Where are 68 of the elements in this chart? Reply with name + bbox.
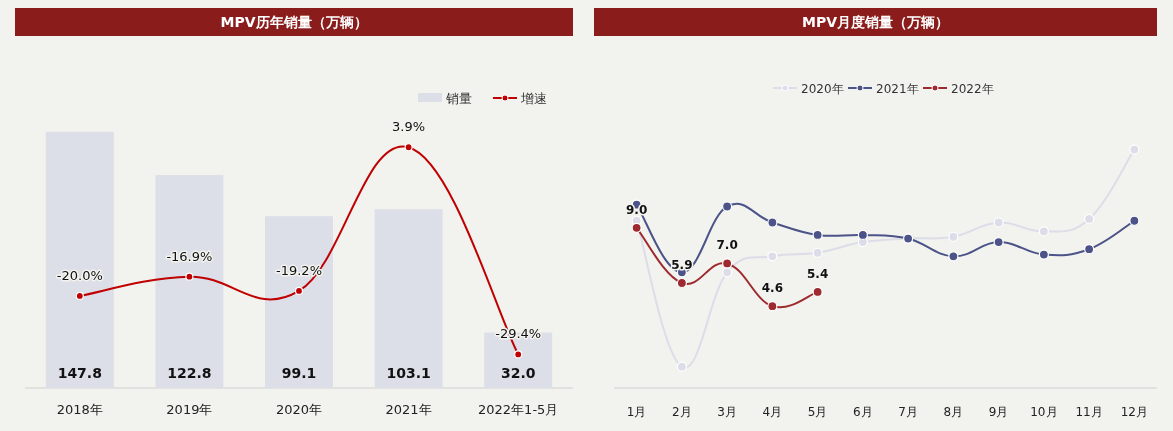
point [514,350,523,359]
x-tick-label: 2019年 [166,402,213,417]
x-tick-label: 9月 [988,405,1009,419]
x-tick-label: 8月 [943,405,964,419]
x-tick-label: 2020年 [275,402,323,417]
legend-label: 2022年 [951,82,994,96]
x-tick-label: 2021年 [385,402,432,417]
x-tick-label: 4月 [762,405,783,419]
data-label: 147.8 [57,365,102,381]
bar [155,175,224,388]
x-tick-label: 3月 [717,405,737,419]
data-label: 103.1 [386,365,431,381]
point [948,231,959,242]
x-tick-label: 2月 [672,405,692,419]
data-label: 122.8 [167,365,212,381]
point [722,267,733,278]
x-tick-label: 1月 [626,405,647,419]
data-label: -16.9% [166,248,213,264]
x-tick-label: 2018年 [56,402,103,417]
point [1038,249,1049,260]
point [1129,215,1140,226]
chart-title: MPV月度销量（万辆） [801,14,950,30]
point [767,251,778,262]
data-label: 5.9 [671,258,693,273]
data-label: 5.4 [806,266,829,281]
point [676,277,687,289]
point [722,201,733,212]
legend-label: 增速 [520,91,547,106]
point [631,222,642,233]
point [1038,226,1049,237]
point [767,301,778,312]
point [948,251,959,262]
data-label: 3.9% [392,119,426,135]
point [993,217,1004,228]
legend-label: 2021年 [876,82,919,96]
data-label: 32.0 [500,365,536,381]
point [993,236,1004,248]
point [857,229,868,241]
x-tick-label: 2022年1-5月 [478,402,559,417]
legend-label: 销量 [445,91,472,106]
point [1084,244,1095,255]
point [676,361,687,372]
data-label: 4.6 [761,281,784,296]
legend-label: 2020年 [801,82,844,96]
x-tick-label: 10月 [1030,405,1058,419]
x-tick-label: 12月 [1120,405,1149,419]
point [404,143,413,152]
point [1129,144,1140,155]
data-label: -20.0% [56,267,103,283]
point [1084,213,1095,225]
x-tick-label: 6月 [853,405,873,419]
point [767,217,778,228]
bar [265,216,333,388]
point [185,272,194,281]
point [812,247,823,258]
point [294,286,304,296]
point [812,229,823,241]
chart-title: MPV历年销量（万辆） [220,14,368,30]
data-label: 9.0 [625,202,648,217]
x-tick-label: 7月 [898,405,918,419]
point [75,291,84,301]
point [812,286,823,298]
bar [45,131,114,388]
data-label: 99.1 [281,365,317,381]
data-label: 7.0 [716,238,738,253]
x-tick-label: 5月 [807,405,828,419]
x-tick-label: 11月 [1075,405,1103,419]
point [722,258,733,269]
